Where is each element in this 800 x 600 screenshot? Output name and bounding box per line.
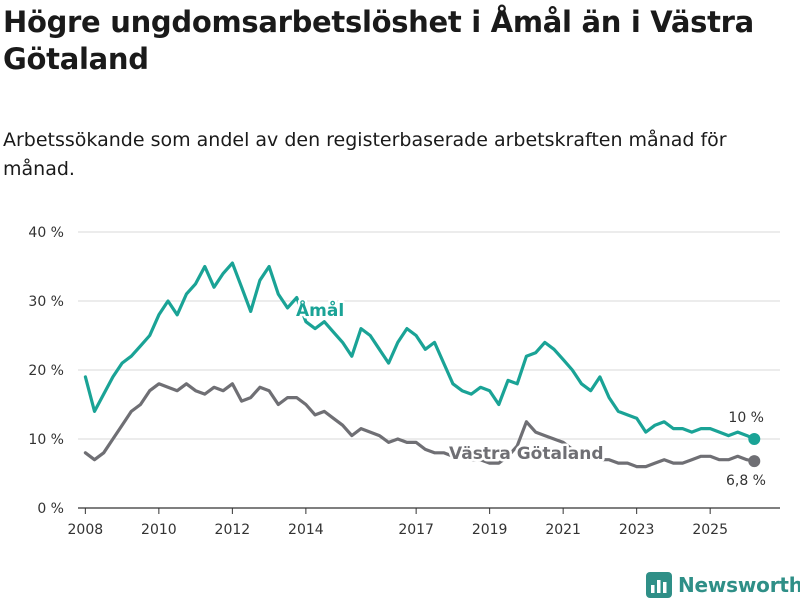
series-lines <box>83 261 756 469</box>
y-tick-label-20: 20 % <box>28 363 64 379</box>
end-point-vastra-gotaland <box>748 455 761 468</box>
series-line-vastra-gotaland <box>83 382 756 469</box>
end-point-amal <box>748 433 761 445</box>
end-value-vastra-gotaland: 6,8 % <box>726 473 766 489</box>
y-tick-label-10: 10 % <box>28 432 64 448</box>
x-tick-label-2014: 2014 <box>288 522 324 538</box>
series-line-amal <box>83 261 756 441</box>
bar-chart-icon <box>646 572 672 598</box>
y-tick-label-0: 0 % <box>37 501 64 517</box>
y-tick-label-30: 30 % <box>28 294 64 310</box>
chart-subtitle: Arbetssökande som andel av den registerb… <box>3 129 727 180</box>
brand-name: Newsworthy <box>678 573 800 597</box>
x-tick-label-2012: 2012 <box>215 522 251 538</box>
x-tick-label-2010: 2010 <box>141 522 177 538</box>
y-axis-labels: 0 % 10 % 20 % 30 % 40 % <box>28 225 64 517</box>
x-axis: 2008 2010 2012 2014 2017 2019 2021 2023 2025 <box>68 507 780 538</box>
end-value-amal: 10 % <box>728 410 764 426</box>
x-tick-label-2023: 2023 <box>619 522 655 538</box>
series-label-vastra-gotaland: Västra Götaland <box>449 444 604 464</box>
x-tick-label-2008: 2008 <box>68 522 104 538</box>
series-label-amal: Åmål <box>296 298 344 321</box>
x-tick-label-2025: 2025 <box>692 522 728 538</box>
x-tick-label-2017: 2017 <box>398 522 434 538</box>
chart-title: Högre ungdomsarbetslöshet i Åmål än i Vä… <box>3 5 754 76</box>
x-tick-label-2019: 2019 <box>472 522 508 538</box>
x-tick-label-2021: 2021 <box>545 522 581 538</box>
end-markers <box>748 433 761 468</box>
y-tick-label-40: 40 % <box>28 225 64 241</box>
grid-lines <box>78 231 780 440</box>
brand-logo[interactable]: Newsworthy <box>646 570 800 600</box>
